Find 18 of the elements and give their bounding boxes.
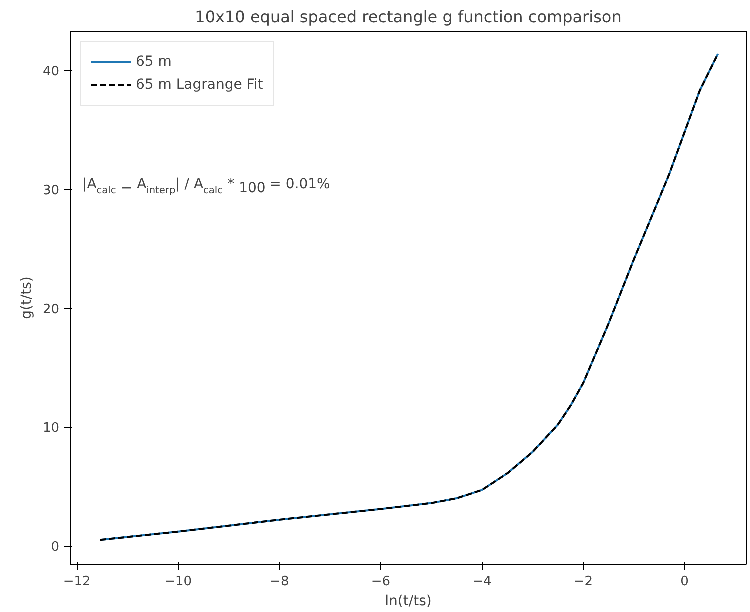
- y-tick-label: 10: [42, 421, 60, 436]
- y-tick-label: 30: [42, 184, 60, 199]
- x-tick-label: −10: [164, 574, 192, 590]
- y-tick-label: 0: [51, 540, 60, 556]
- legend-label: 65 m: [136, 54, 172, 70]
- y-tick-label: 40: [42, 64, 60, 80]
- x-tick-label: −4: [472, 574, 492, 590]
- y-tick-label: 20: [42, 302, 60, 318]
- line-series: [99, 53, 720, 542]
- x-tick-label: −2: [574, 574, 594, 590]
- y-axis-title: g(t/ts): [18, 276, 35, 320]
- legend-label: 65 m Lagrange Fit: [136, 77, 264, 93]
- x-axis-title: ln(t/ts): [385, 594, 432, 610]
- x-tick-label: −8: [270, 574, 290, 590]
- x-tick-label: 0: [680, 574, 689, 590]
- x-tick-label: −12: [63, 574, 91, 590]
- x-tick-label: −6: [371, 574, 390, 590]
- chart-title: 10x10 equal spaced rectangle g function comparison: [195, 8, 622, 26]
